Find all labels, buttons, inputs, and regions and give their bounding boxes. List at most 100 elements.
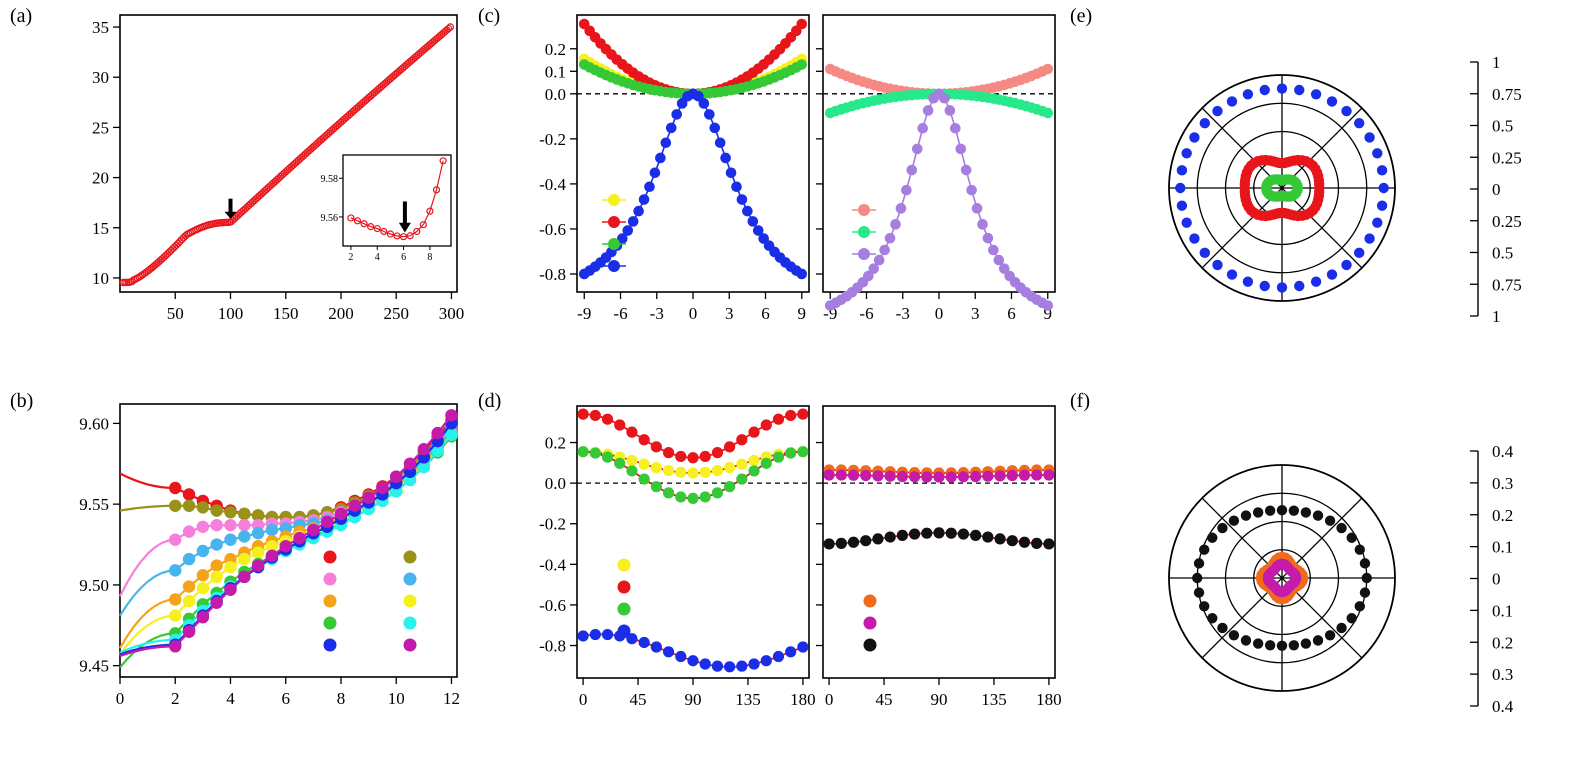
data-point-3K xyxy=(1341,259,1352,271)
x-tick-label: 8 xyxy=(337,689,346,708)
data-point-3K xyxy=(1361,572,1372,584)
legend-marker xyxy=(403,616,417,630)
data-point-10K xyxy=(796,59,808,70)
data-point-10K xyxy=(835,469,847,481)
data-point-3K xyxy=(1217,622,1228,634)
data-point-20K xyxy=(614,419,626,431)
data-point-10K xyxy=(1018,469,1031,481)
r-axis-label: 0.3 xyxy=(1492,665,1513,684)
data-point-20K xyxy=(748,426,760,438)
y-tick-label: 0.0 xyxy=(545,85,566,104)
inset-data-point xyxy=(367,223,375,231)
legend-marker xyxy=(608,216,620,228)
data-point-3K xyxy=(847,536,860,548)
x-tick-label: -3 xyxy=(896,304,910,323)
data-point-20K xyxy=(626,426,638,438)
panel-a: 50 100 150 200 250 300 10 15 20 25 30 35 2 4 6 8 9.56 9.5… xyxy=(92,14,464,323)
data-point-10K xyxy=(945,471,957,483)
data-point-3K xyxy=(1288,640,1300,651)
plot-frame-a xyxy=(119,14,458,293)
inset-data-point xyxy=(439,157,447,165)
data-point-3K xyxy=(1212,105,1223,117)
inset-data-point xyxy=(386,230,395,238)
r-axis-label: 0.75 xyxy=(1492,85,1522,104)
legend-marker xyxy=(403,594,417,608)
data-point-10K xyxy=(896,470,908,483)
r-axis-label: 0.1 xyxy=(1492,601,1513,620)
data-point-3K xyxy=(747,216,759,227)
data-point-3K xyxy=(1199,544,1210,555)
inset-data-point xyxy=(373,224,381,233)
data-point-3K xyxy=(725,167,737,179)
data-point-20K xyxy=(638,434,650,446)
data-point-40K xyxy=(626,454,638,467)
data-point-10K xyxy=(1290,574,1301,586)
x-tick-label: 90 xyxy=(931,690,948,709)
panel-label-e: (e) xyxy=(1070,5,1092,27)
data-point-3K xyxy=(1181,148,1192,159)
data-point-3K xyxy=(1326,269,1338,280)
data-point-3K xyxy=(660,137,672,149)
x-tick-label: 6 xyxy=(761,304,770,323)
r-axis-label: 0.25 xyxy=(1492,148,1522,167)
data-point-20K xyxy=(1042,63,1054,75)
data-point-3K xyxy=(982,232,994,244)
data-point-3K xyxy=(1312,510,1324,521)
data-point-2T xyxy=(224,518,237,532)
x-tick-label: 12 xyxy=(443,689,460,708)
legend-marker xyxy=(403,638,417,652)
panel-c: -9 -6 -3 0 3 6 90.20.10.0-0.2-0.4-0.6-0.8-9 -6-… xyxy=(539,14,1056,323)
data-point-3K xyxy=(1364,233,1375,244)
x-tick-label: 0 xyxy=(689,304,698,323)
data-point-2T xyxy=(238,518,251,532)
data-point-2T xyxy=(210,518,223,532)
data-point-10K xyxy=(687,492,699,504)
x-tick-label: 3 xyxy=(725,304,734,323)
legend-marker xyxy=(617,602,631,616)
x-tick-label: -6 xyxy=(613,304,627,323)
data-point-10K xyxy=(797,446,809,458)
r-axis-label: 0.2 xyxy=(1492,633,1513,652)
data-point-3K xyxy=(860,535,872,547)
data-point-3K xyxy=(1300,507,1312,518)
data-point-3K xyxy=(1341,105,1352,117)
x-tick-label: 3 xyxy=(971,304,980,323)
inset-data-point xyxy=(360,220,368,228)
data-point-10K xyxy=(847,469,860,481)
data-point-3T xyxy=(182,552,196,566)
data-point-3K xyxy=(742,205,753,217)
data-point-1T xyxy=(251,509,265,522)
inset-x-tick-label: 6 xyxy=(401,252,406,263)
data-point-20K xyxy=(699,450,711,463)
inset-data-point xyxy=(393,232,401,240)
data-point-2T xyxy=(182,525,196,538)
plot-frame-b xyxy=(119,403,458,678)
legend-marker xyxy=(323,572,337,586)
data-point-20K xyxy=(650,441,662,453)
legend-marker xyxy=(863,638,877,652)
data-point-3K xyxy=(872,533,884,545)
x-tick-label: 150 xyxy=(273,304,299,323)
x-tick-label: 9 xyxy=(1044,304,1053,323)
legend-marker xyxy=(403,572,417,586)
data-point-5T xyxy=(182,594,196,608)
data-point-3K xyxy=(1018,536,1031,548)
data-point-10K xyxy=(908,471,921,483)
x-tick-label: 100 xyxy=(218,304,244,323)
inset-data-point xyxy=(432,186,441,194)
data-point-3K xyxy=(950,122,961,134)
data-point-40K xyxy=(675,466,687,478)
data-point-3K xyxy=(650,641,662,653)
data-point-10K xyxy=(1031,469,1043,481)
data-point-3K xyxy=(1310,276,1322,287)
data-point-4T xyxy=(196,569,210,582)
data-point-10K xyxy=(577,446,589,458)
data-point-3K xyxy=(957,528,970,540)
data-point-3K xyxy=(796,268,808,280)
data-point-5T xyxy=(251,546,265,559)
data-point-3K xyxy=(687,655,699,667)
data-point-3K xyxy=(772,650,785,663)
data-point-3K xyxy=(1353,247,1365,258)
data-point-3K xyxy=(1372,217,1383,228)
data-point-3K xyxy=(1043,538,1055,550)
